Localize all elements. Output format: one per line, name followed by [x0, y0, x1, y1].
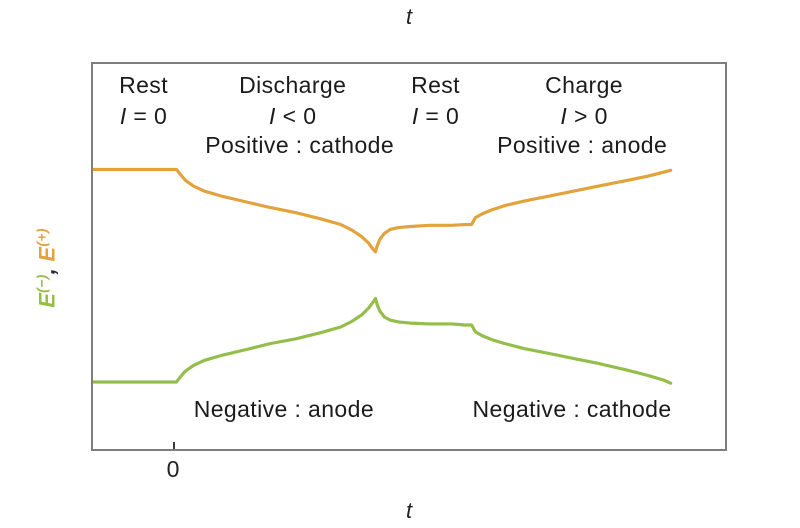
annotation-negative-anode: Negative : anode [193, 396, 375, 422]
phase-label-rest-2: Rest I = 0 [411, 70, 460, 132]
current-symbol: I [269, 103, 276, 129]
y-axis-label-separator: , [34, 261, 60, 275]
x-axis-tick-zero-label: 0 [166, 456, 180, 482]
current-symbol: I [411, 103, 419, 129]
current-relation: = 0 [126, 103, 168, 129]
phase-current: I = 0 [119, 101, 168, 132]
current-symbol: I [560, 103, 568, 129]
bottom-time-axis-label: t [405, 498, 413, 523]
phase-current: I < 0 [239, 101, 346, 132]
phase-name: Discharge [239, 72, 347, 98]
top-time-axis-label: t [405, 4, 413, 29]
phase-name: Rest [119, 72, 168, 98]
current-relation: < 0 [275, 103, 317, 129]
x-axis-tick-zero [173, 442, 175, 449]
curve-E-negative [93, 296, 673, 385]
phase-current: I = 0 [411, 101, 460, 132]
current-relation: > 0 [567, 103, 608, 129]
phase-current: I > 0 [545, 101, 623, 132]
phase-label-charge: Charge I > 0 [545, 70, 623, 132]
annotation-negative-cathode: Negative : cathode [472, 396, 672, 422]
curve-E-positive [93, 167, 673, 254]
annotation-positive-cathode: Positive : cathode [205, 132, 395, 158]
plot-area: Rest I = 0 Discharge I < 0 Rest I = 0 Ch… [91, 62, 727, 451]
annotation-positive-anode: Positive : anode [497, 132, 668, 158]
y-axis-label-negative: E [34, 292, 60, 308]
current-relation: = 0 [418, 103, 460, 129]
current-symbol: I [119, 103, 127, 129]
y-axis-label-negative-superscript: (−) [33, 274, 50, 293]
plot-curves [93, 167, 673, 385]
phase-name: Charge [545, 72, 623, 98]
y-axis-label-positive: E [34, 246, 60, 262]
phase-name: Rest [411, 72, 460, 98]
y-axis-label: E(−), E(+) [33, 228, 60, 308]
phase-label-discharge: Discharge I < 0 [239, 70, 346, 132]
y-axis-label-positive-superscript: (+) [33, 228, 50, 247]
phase-label-rest-1: Rest I = 0 [119, 70, 168, 132]
